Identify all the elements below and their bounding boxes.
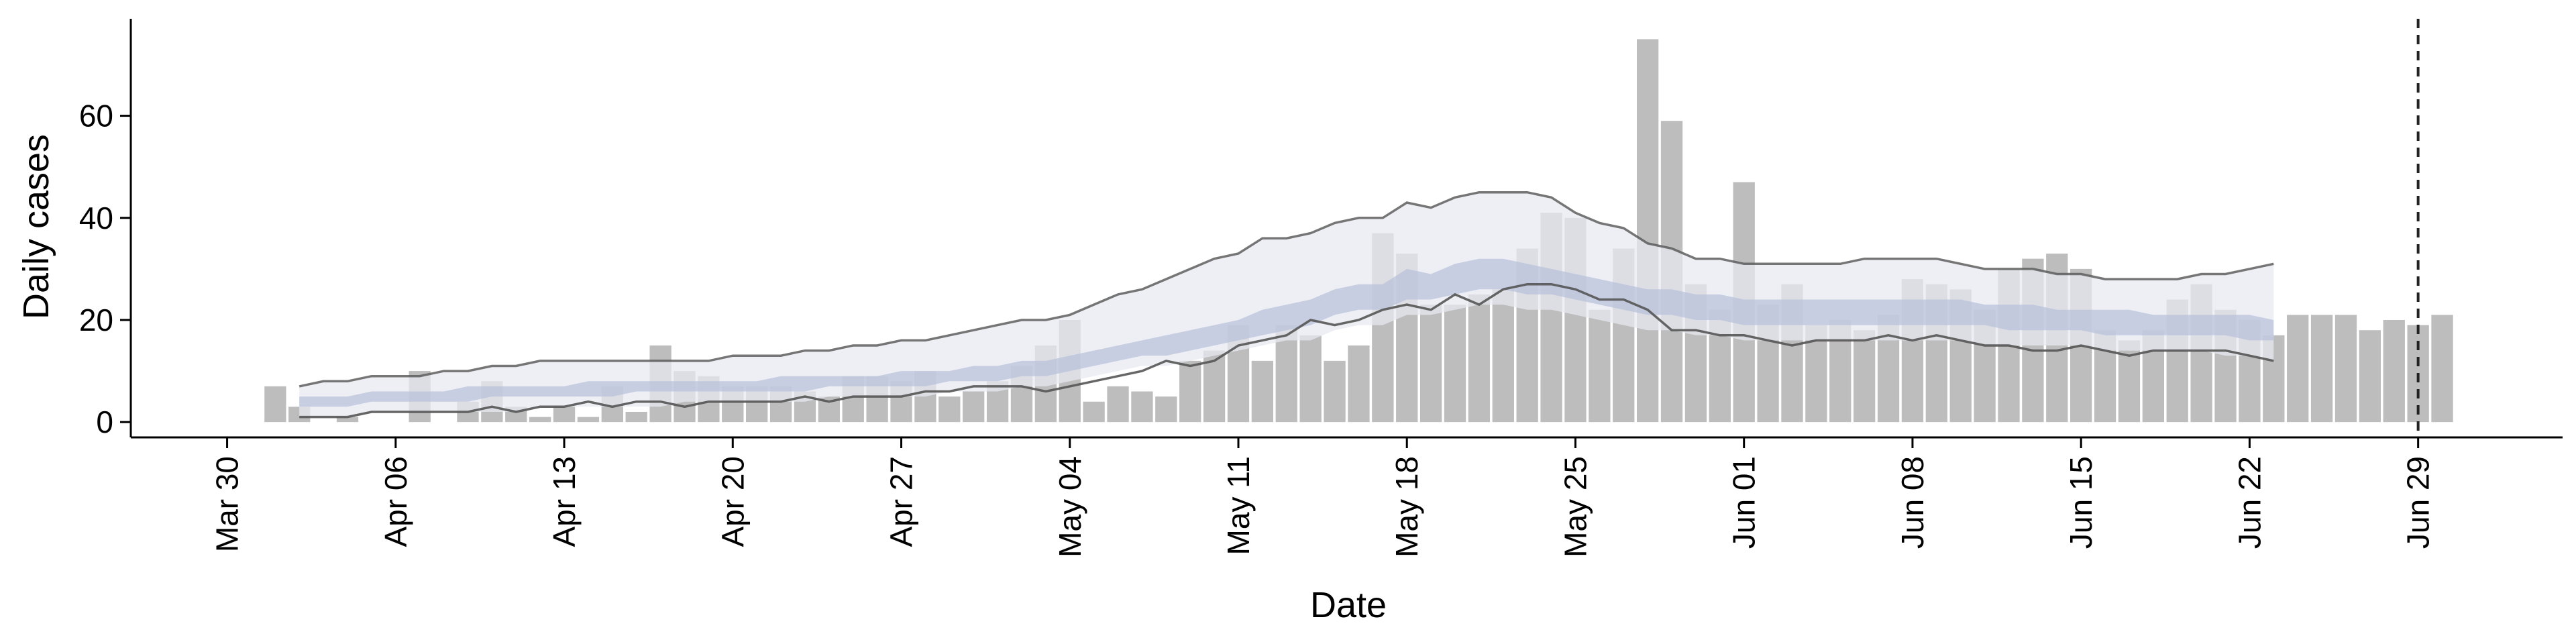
bar <box>264 386 286 423</box>
bar <box>2431 315 2453 423</box>
bar <box>2359 330 2381 423</box>
x-tick-label: Apr 06 <box>378 456 413 547</box>
y-tick-label: 20 <box>79 303 113 337</box>
x-tick-label: May 04 <box>1053 456 1087 557</box>
y-tick-label: 0 <box>96 405 113 439</box>
x-tick-label: May 25 <box>1558 456 1593 557</box>
bar <box>1107 386 1129 423</box>
bar <box>2334 315 2357 423</box>
bar <box>2383 319 2405 423</box>
x-axis: Mar 30 Apr 06 Apr 13 Apr 20 Apr 27 May 04 May … <box>131 436 2563 557</box>
bar <box>1179 360 1201 423</box>
bar <box>1468 294 1491 423</box>
x-axis-title: Date <box>1310 585 1387 625</box>
bar <box>625 411 647 423</box>
bound-lines-layer <box>299 191 2274 419</box>
bar <box>529 417 551 423</box>
bar <box>1419 305 1442 423</box>
bar <box>1324 360 1346 423</box>
y-tick-label: 40 <box>79 201 113 235</box>
x-tick-label: May 11 <box>1221 456 1256 555</box>
bar <box>1444 305 1466 423</box>
bar <box>1251 360 1274 423</box>
bar <box>1083 401 1105 423</box>
bar <box>1636 39 1659 423</box>
lower-bound-line <box>299 282 2274 419</box>
x-tick-label: Apr 13 <box>547 456 582 547</box>
x-tick-label: Jun 08 <box>1895 456 1930 549</box>
bar <box>577 417 600 423</box>
bar <box>1492 289 1514 423</box>
x-tick-label: Jun 01 <box>1727 456 1762 549</box>
y-axis: 0 20 40 60 <box>79 19 132 439</box>
bar <box>1589 309 1611 423</box>
bar <box>938 396 961 423</box>
inner-credible-band <box>299 258 2274 407</box>
x-tick-label: May 18 <box>1389 456 1424 557</box>
x-tick-label: Jun 29 <box>2401 456 2436 549</box>
x-tick-label: Mar 30 <box>210 456 245 552</box>
bar <box>1854 330 1876 423</box>
bar <box>963 391 985 423</box>
y-tick-label: 60 <box>79 99 113 133</box>
ribbon-layer <box>299 192 2274 417</box>
upper-bound-line <box>299 191 2274 388</box>
x-tick-label: Jun 22 <box>2232 456 2267 549</box>
bar <box>1131 391 1153 423</box>
x-tick-label: Apr 27 <box>884 456 919 547</box>
y-axis-title: Daily cases <box>16 134 56 319</box>
bar <box>2310 315 2333 423</box>
bar <box>1155 396 1177 423</box>
bar <box>2287 315 2309 423</box>
x-tick-label: Apr 20 <box>715 456 750 547</box>
bar <box>1299 335 1322 423</box>
bar <box>553 407 576 423</box>
bar <box>1348 345 1370 423</box>
bar <box>336 417 359 423</box>
x-tick-label: Jun 15 <box>2063 456 2098 549</box>
bar <box>2118 340 2141 423</box>
